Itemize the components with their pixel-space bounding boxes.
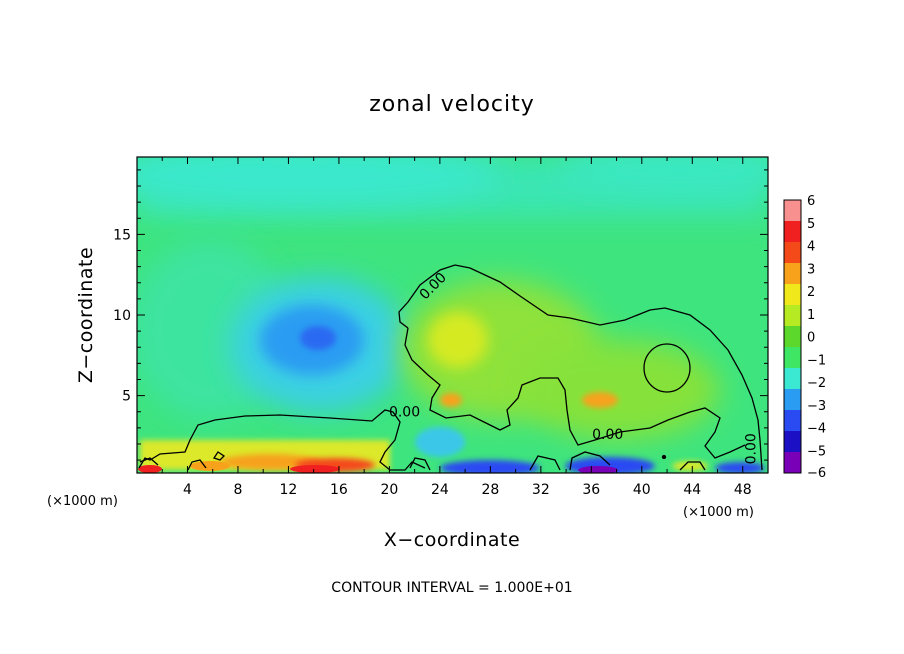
colorbar-swatch	[784, 221, 801, 242]
colorbar-swatch	[784, 368, 801, 389]
colorbar-swatch	[784, 242, 801, 263]
colorbar-swatch	[784, 284, 801, 305]
colorbar-swatch	[784, 431, 801, 452]
field-bottom-darkblue	[578, 466, 618, 473]
x-tick-label: 4	[183, 482, 192, 498]
contour-label: 0.00	[743, 433, 759, 464]
field-orange-spot-left	[440, 393, 462, 407]
colorbar-label: −6	[807, 466, 826, 481]
x-unit-right: (×1000 m)	[683, 505, 754, 520]
colorbar-label: 2	[807, 285, 815, 300]
y-tick-label: 10	[113, 308, 131, 324]
colorbar-swatch	[784, 410, 801, 431]
contour-bottom-squiggle-6	[139, 457, 159, 466]
field-orange-spot-right	[582, 392, 618, 408]
field-bottom-red-1	[290, 465, 340, 473]
field-blue-core	[300, 326, 336, 350]
contour-bottom-squiggle-4	[569, 451, 611, 471]
field-bottom-red-2	[138, 465, 162, 473]
colorbar-swatch	[784, 326, 801, 347]
x-tick-label: 28	[481, 482, 499, 498]
contour-small-loop	[212, 451, 226, 461]
colorbar-swatch	[784, 347, 801, 368]
contour-label: 0.00	[389, 405, 420, 421]
colorbar-label: 5	[807, 217, 815, 232]
contour-label: 0.00	[592, 427, 623, 443]
colorbar-frame	[783, 199, 802, 474]
colorbar-label: −3	[807, 399, 826, 414]
field-bottom-orange-3	[190, 461, 230, 471]
x-tick-label: 8	[233, 482, 242, 498]
contour-bottom-squiggle-2	[409, 457, 431, 471]
x-tick-label: 36	[582, 482, 600, 498]
x-unit-left: (×1000 m)	[47, 494, 118, 509]
colorbar-swatch	[784, 263, 801, 284]
contour-left-lower	[138, 409, 426, 471]
colorbar-swatch	[784, 200, 801, 221]
chart-title: zonal velocity	[369, 92, 535, 117]
x-tick-label: 40	[633, 482, 651, 498]
field-upper-cyan-right	[560, 157, 768, 190]
x-tick-label: 24	[431, 482, 449, 498]
colorbar-swatch	[784, 452, 801, 473]
contour-interval-footer: CONTOUR INTERVAL = 1.000E+01	[331, 580, 572, 596]
colorbar-swatch	[784, 305, 801, 326]
plot-area: 0.000.000.00 0.00 4 8 12 16 20 24 28 32 36 40 44 48 …	[113, 156, 769, 498]
colorbar-label: −1	[807, 353, 826, 368]
contour-dot	[661, 454, 667, 460]
field-positive-region-2	[520, 340, 720, 440]
field-bottom-blue-3	[715, 462, 765, 473]
contour-bottom-squiggle-1	[187, 459, 207, 471]
contour-bottom-squiggle-3	[529, 455, 561, 471]
colorbar-label: −2	[807, 376, 826, 391]
field-bottom-orange-1	[220, 454, 320, 470]
x-tick-label: 20	[380, 482, 398, 498]
colorbar-label: 0	[807, 331, 815, 346]
colorbar-label: −4	[807, 422, 826, 437]
field-lower-cyan	[415, 427, 465, 457]
x-axis-label: X−coordinate	[384, 529, 520, 551]
x-tick-label: 12	[280, 482, 298, 498]
colorbar-label: 4	[807, 240, 815, 255]
colorbar-label: 6	[807, 194, 815, 209]
contour-central-inner	[404, 327, 746, 459]
colorbar: 6 5 4 3 2 1 0 −1 −2 −3 −4 −5 −6	[783, 194, 826, 481]
zero-contours	[138, 264, 763, 471]
contour-bottom-squiggle-5	[679, 461, 706, 471]
contour-central-loop	[398, 264, 763, 471]
y-tick-label: 5	[122, 389, 131, 405]
colorbar-label: 1	[807, 308, 815, 323]
velocity-field: 0.000.000.00 0.00	[137, 157, 768, 473]
y-axis-label: Z−coordinate	[75, 247, 97, 383]
y-tick-label: 15	[113, 227, 131, 243]
x-tick-label: 48	[734, 482, 752, 498]
field-positive-core	[428, 312, 488, 368]
x-axis-ticks: 4 8 12 16 20 24 28 32 36 40 44 48	[161, 157, 752, 498]
colorbar-label: 3	[807, 262, 815, 277]
x-tick-label: 16	[330, 482, 348, 498]
colorbar-label: −5	[807, 444, 826, 459]
field-upper-cyan	[137, 157, 500, 205]
colorbar-swatch	[784, 389, 801, 410]
contour-right-island	[643, 343, 691, 393]
x-tick-label: 32	[532, 482, 550, 498]
x-tick-label: 44	[683, 482, 701, 498]
y-axis-ticks: 5 10 15	[113, 169, 768, 461]
